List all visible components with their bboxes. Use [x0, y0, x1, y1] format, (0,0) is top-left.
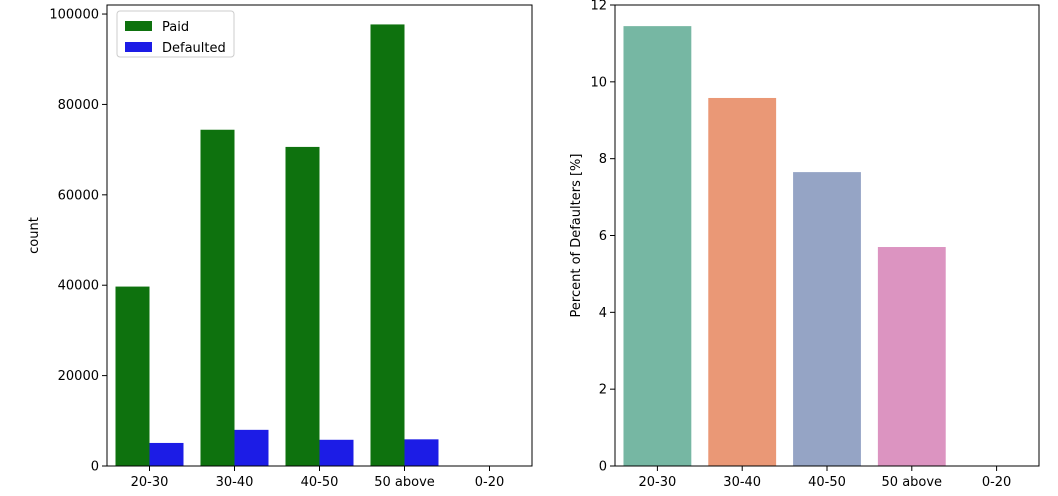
x-tick-label: 0-20: [475, 475, 505, 490]
y-tick-label: 8: [599, 152, 607, 167]
x-tick-label: 50 above: [374, 475, 435, 490]
y-tick-label: 0: [599, 460, 607, 475]
bar-defaulted-30-40: [234, 429, 269, 466]
left-chart-count-by-age: 0 20000 40000 60000 80000 100000 20-30 30-40 40-…: [27, 4, 533, 490]
x-tick-label: 0-20: [982, 475, 1012, 490]
bar-paid-30-40: [200, 129, 235, 466]
bar-50-above: [877, 247, 946, 466]
bar-30-40: [708, 97, 777, 467]
right-chart-default-percent-by-age: 0 2 4 6 8 10 12 20-30 30-40 40-50 50 above 0-20 Perc…: [569, 0, 1040, 490]
bar-defaulted-20-30: [149, 442, 184, 466]
y-tick-label: 20000: [58, 369, 99, 384]
y-tick-label: 0: [91, 460, 99, 475]
legend-label-paid: Paid: [162, 20, 189, 35]
bar-paid-50-above: [370, 24, 405, 466]
legend-swatch-defaulted: [125, 42, 152, 52]
bar-20-30: [623, 26, 692, 467]
x-tick-label: 40-50: [808, 475, 846, 490]
y-tick-label: 6: [599, 229, 607, 244]
y-tick-label: 4: [599, 306, 607, 321]
legend-label-defaulted: Defaulted: [162, 41, 226, 56]
x-tick-label: 20-30: [131, 475, 169, 490]
axes-frame: [614, 4, 1040, 467]
y-tick-label: 12: [590, 0, 607, 14]
y-axis-label: Percent of Defaulters [%]: [569, 154, 584, 318]
axes-frame: [106, 4, 533, 467]
x-tick-label: 40-50: [301, 475, 339, 490]
bar-defaulted-40-50: [319, 439, 354, 466]
y-tick-label: 100000: [49, 8, 99, 23]
y-tick-label: 2: [599, 383, 607, 398]
legend: Paid Defaulted: [116, 10, 235, 58]
x-tick-label: 30-40: [723, 475, 761, 490]
x-tick-label: 20-30: [639, 475, 677, 490]
legend-swatch-paid: [125, 21, 152, 31]
y-axis-label: count: [27, 217, 42, 254]
bar-40-50: [793, 172, 861, 467]
y-tick-label: 80000: [58, 98, 99, 113]
y-tick-label: 10: [590, 75, 607, 90]
x-tick-label: 30-40: [216, 475, 254, 490]
x-tick-label: 50 above: [882, 475, 943, 490]
y-tick-label: 60000: [58, 188, 99, 203]
bar-defaulted-50-above: [404, 439, 439, 466]
y-tick-label: 40000: [58, 279, 99, 294]
bar-paid-40-50: [285, 146, 320, 466]
bar-paid-20-30: [115, 286, 150, 466]
